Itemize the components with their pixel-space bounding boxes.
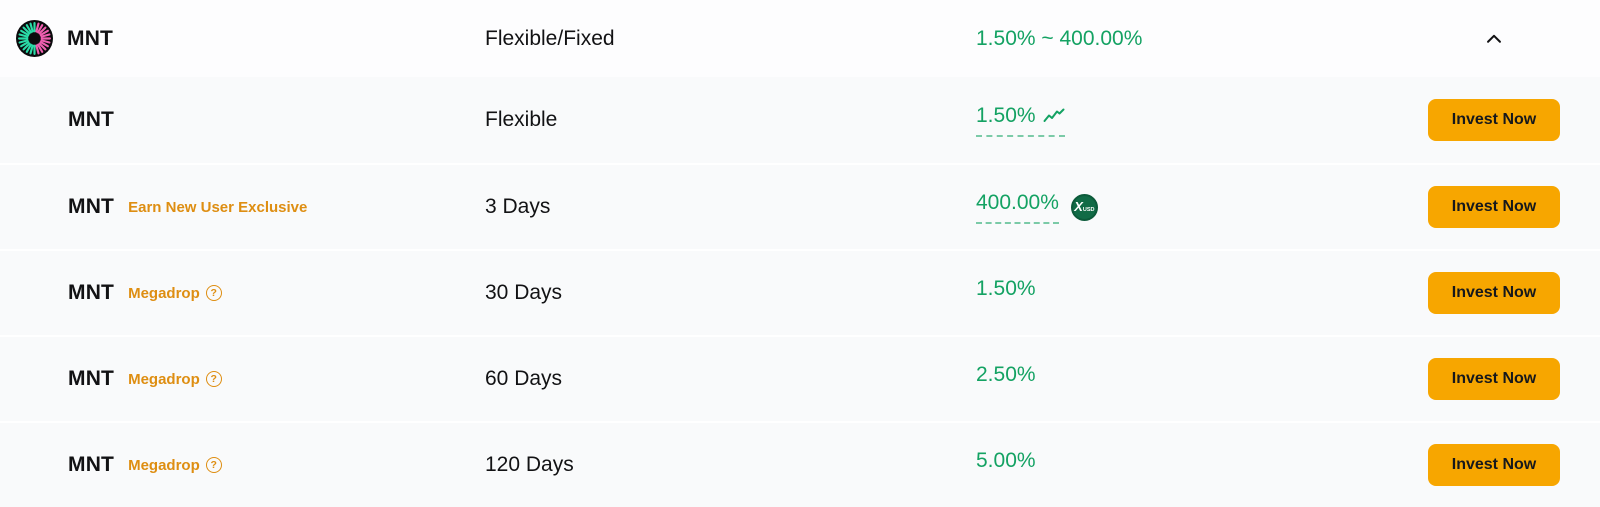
rate-value: 1.50% — [976, 276, 1036, 300]
product-tag: Megadrop ? — [128, 457, 222, 474]
apr-range: 1.50% ~ 400.00% — [976, 26, 1143, 50]
action-cell: Invest Now — [1428, 444, 1600, 486]
earn-product-row: MNT Megadrop ? 120 Days 5.00% — [0, 421, 1600, 507]
product-type: Flexible/Fixed — [485, 26, 615, 50]
action-cell: Invest Now — [1428, 99, 1600, 141]
duration-value: Flexible — [485, 108, 558, 131]
asset-cell: MNT Megadrop ? — [0, 367, 485, 391]
earn-product-row: MNT Megadrop ? 30 Days 1.50% — [0, 249, 1600, 335]
product-tag-label: Megadrop — [128, 370, 200, 388]
apr-range-cell: 1.50% ~ 400.00% — [976, 27, 1428, 51]
xusd-badge-label: XUSD — [1074, 199, 1095, 215]
earn-product-row: MNT ? Flexible 1.50% — [0, 77, 1600, 163]
trend-up-icon — [1043, 108, 1065, 122]
invest-now-button[interactable]: Invest Now — [1428, 186, 1560, 228]
product-tag-label: Earn New User Exclusive — [128, 198, 308, 216]
product-tag-label: Megadrop — [128, 456, 200, 474]
help-icon[interactable]: ? — [205, 285, 222, 301]
duration-value: 30 Days — [485, 281, 563, 304]
rate-value: 2.50% — [976, 362, 1036, 386]
duration-value: 3 Days — [485, 195, 551, 218]
rate-value: 5.00% — [976, 448, 1036, 472]
rate-value-wrap[interactable]: 5.00% — [976, 449, 1036, 482]
rate-cell: 2.50% — [976, 363, 1428, 396]
rate-cell: 400.00% XUSD — [976, 191, 1428, 224]
duration-cell: 60 Days — [485, 367, 976, 391]
duration-cell: 3 Days — [485, 195, 976, 219]
invest-now-button[interactable]: Invest Now — [1428, 272, 1560, 314]
invest-now-button[interactable]: Invest Now — [1428, 358, 1560, 400]
asset-cell: MNT ? — [0, 108, 485, 132]
xusd-badge-icon: XUSD — [1070, 193, 1098, 221]
rate-value: 1.50% — [976, 103, 1036, 127]
chevron-up-icon[interactable] — [1483, 28, 1505, 50]
rate-value-wrap[interactable]: 400.00% — [976, 191, 1059, 224]
rate-value-wrap[interactable]: 1.50% — [976, 277, 1036, 310]
invest-now-button[interactable]: Invest Now — [1428, 444, 1560, 486]
action-cell: Invest Now — [1428, 358, 1600, 400]
asset-name: MNT — [68, 453, 115, 476]
duration-value: 120 Days — [485, 453, 574, 476]
product-tag: Megadrop ? — [128, 285, 222, 302]
asset-cell: MNT Megadrop ? — [0, 281, 485, 305]
product-group-header[interactable]: MNT Flexible/Fixed 1.50% ~ 400.00% — [0, 0, 1600, 77]
duration-cell: Flexible — [485, 108, 976, 132]
rate-cell: 1.50% — [976, 104, 1428, 137]
product-tag-label: Megadrop — [128, 284, 200, 302]
earn-product-row: MNT Earn New User Exclusive ? 3 Days 400… — [0, 163, 1600, 249]
rate-value: 400.00% — [976, 190, 1059, 214]
asset-name: MNT — [68, 281, 115, 304]
collapse-cell — [1428, 28, 1600, 50]
duration-cell: 120 Days — [485, 453, 976, 477]
action-cell: Invest Now — [1428, 272, 1600, 314]
asset-cell: MNT Earn New User Exclusive ? — [0, 195, 485, 219]
action-cell: Invest Now — [1428, 186, 1600, 228]
asset-name: MNT — [68, 108, 115, 131]
product-type-cell: Flexible/Fixed — [485, 27, 976, 51]
rate-cell: 5.00% — [976, 449, 1428, 482]
asset-name: MNT — [68, 195, 115, 218]
help-icon[interactable]: ? — [205, 457, 222, 473]
duration-cell: 30 Days — [485, 281, 976, 305]
asset-cell: MNT Megadrop ? — [0, 453, 485, 477]
rate-value-wrap[interactable]: 2.50% — [976, 363, 1036, 396]
product-tag: Megadrop ? — [128, 371, 222, 388]
invest-now-button[interactable]: Invest Now — [1428, 99, 1560, 141]
earn-product-row: MNT Megadrop ? 60 Days 2.50% — [0, 335, 1600, 421]
rate-value-wrap[interactable]: 1.50% — [976, 104, 1065, 137]
asset-cell: MNT — [0, 20, 485, 57]
product-tag: Earn New User Exclusive ? — [128, 199, 307, 216]
asset-name: MNT — [67, 26, 114, 50]
help-icon[interactable]: ? — [205, 371, 222, 387]
duration-value: 60 Days — [485, 367, 563, 390]
rate-cell: 1.50% — [976, 277, 1428, 310]
asset-name: MNT — [68, 367, 115, 390]
mnt-logo-icon — [16, 20, 53, 57]
product-rows-container: MNT ? Flexible 1.50% — [0, 77, 1600, 507]
